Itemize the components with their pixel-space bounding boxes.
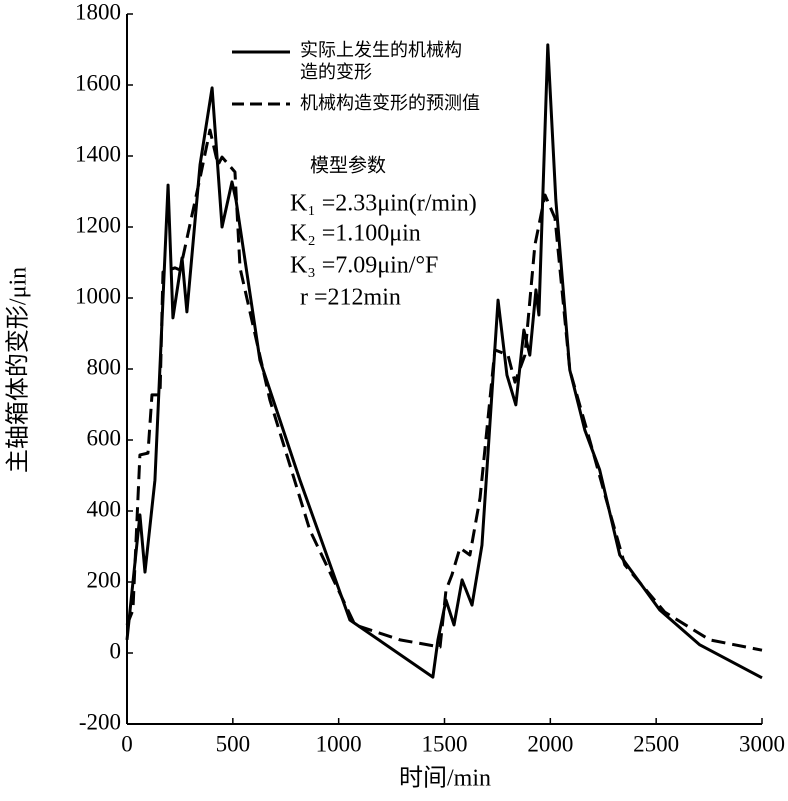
legend-label: 实际上发生的机械构造的变形 [300,40,462,83]
legend-label: 机械构造变形的预测值 [300,93,480,114]
x-tick-label: 0 [121,731,133,756]
x-tick-label: 500 [216,731,251,756]
y-tick-label: 400 [87,496,122,521]
y-axis-label: 主轴箱体的变形/μin [5,267,32,473]
x-tick-label: 1500 [422,731,468,756]
x-axis-label: 时间/min [399,765,491,792]
annotation: K₁ =2.33μin(r/min) [290,191,477,217]
y-tick-label: 600 [87,425,122,450]
data-line [125,128,763,652]
x-tick-label: 2000 [527,731,573,756]
y-tick-label: 1600 [75,70,121,95]
annotation-title: 模型参数 [310,154,386,176]
y-tick-label: 1400 [75,141,121,166]
y-tick-label: 200 [87,567,122,592]
annotation: K₃ =7.09μin/°F [290,253,438,279]
y-tick-label: -200 [79,709,121,734]
y-tick-label: 1000 [75,283,121,308]
y-tick-label: 1200 [75,212,121,237]
y-tick-label: 1800 [75,0,121,24]
x-tick-label: 1000 [316,731,362,756]
annotation: K₂ =1.100μin [290,221,421,247]
x-tick-label: 3000 [739,731,785,756]
annotation: r =212min [300,285,401,311]
data-line [125,43,763,680]
x-tick-label: 2500 [633,731,679,756]
y-tick-label: 0 [110,638,122,663]
y-tick-label: 800 [87,354,122,379]
